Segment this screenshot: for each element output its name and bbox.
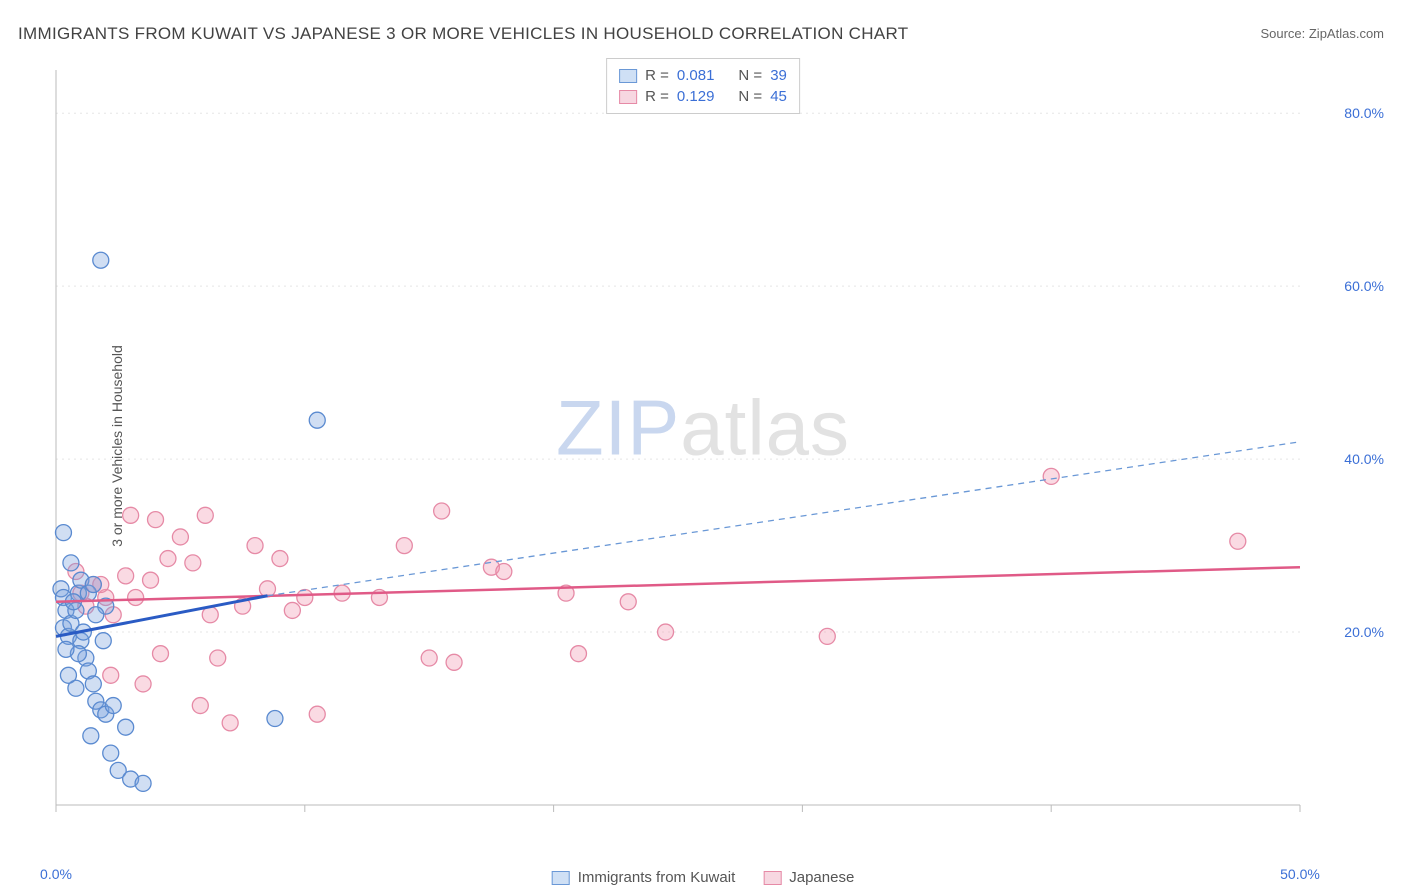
swatch-series2-icon [763, 871, 781, 885]
y-tick-label: 40.0% [1344, 451, 1384, 467]
scatter-plot-svg [50, 58, 1360, 833]
chart-plot-area [50, 58, 1360, 833]
legend-item-series1: Immigrants from Kuwait [552, 869, 736, 886]
legend-stats-row: R = 0.129 N = 45 [619, 86, 787, 107]
x-tick-label: 50.0% [1280, 866, 1320, 882]
legend-stats-box: R = 0.081 N = 39 R = 0.129 N = 45 [606, 58, 800, 114]
n-value-series1: 39 [770, 67, 787, 84]
legend-series-box: Immigrants from Kuwait Japanese [552, 869, 855, 886]
swatch-series1-icon [619, 69, 637, 83]
r-label: R = [645, 88, 669, 105]
legend-label-series1: Immigrants from Kuwait [578, 869, 736, 886]
r-value-series1: 0.081 [677, 67, 715, 84]
y-tick-label: 60.0% [1344, 278, 1384, 294]
legend-stats-row: R = 0.081 N = 39 [619, 65, 787, 86]
legend-item-series2: Japanese [763, 869, 854, 886]
n-value-series2: 45 [770, 88, 787, 105]
y-tick-label: 20.0% [1344, 624, 1384, 640]
legend-label-series2: Japanese [789, 869, 854, 886]
y-tick-label: 80.0% [1344, 105, 1384, 121]
r-value-series2: 0.129 [677, 88, 715, 105]
x-tick-label: 0.0% [40, 866, 72, 882]
r-label: R = [645, 67, 669, 84]
source-attribution: Source: ZipAtlas.com [1260, 26, 1384, 41]
n-label: N = [738, 67, 762, 84]
swatch-series2-icon [619, 90, 637, 104]
chart-title: IMMIGRANTS FROM KUWAIT VS JAPANESE 3 OR … [18, 24, 908, 44]
n-label: N = [738, 88, 762, 105]
swatch-series1-icon [552, 871, 570, 885]
